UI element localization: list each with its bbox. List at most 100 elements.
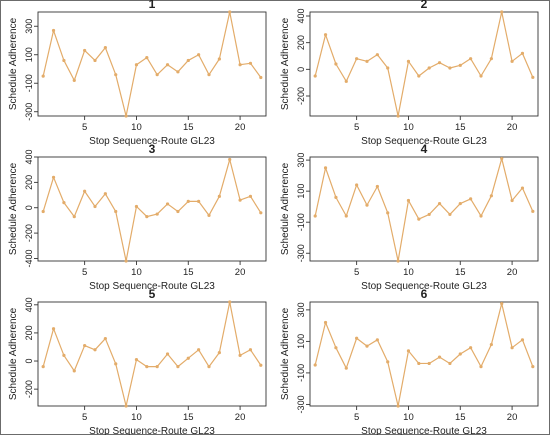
data-point [145,55,149,60]
plot-area [37,11,267,117]
y-tick-label: -200 [24,380,34,398]
y-tick-label: -200 [24,224,34,242]
panel-title: 3 [149,142,156,156]
x-axis-label: Stop Sequence-Route GL23 [89,281,215,292]
data-point [334,346,338,350]
y-tick-label: 300 [24,19,34,34]
data-point [165,202,170,206]
data-point [386,360,390,364]
series-line [42,11,262,117]
data-point [520,338,525,342]
x-tick-label: 20 [235,267,246,278]
data-point [114,73,118,77]
data-point [217,194,221,198]
data-point [489,194,493,198]
data-point [207,73,211,77]
data-point [437,61,442,65]
data-point [134,204,139,209]
data-point [62,353,66,358]
panel-2: 2 5 10 15 20 -200 0 200 400 Stop Sequence-Route G… [280,0,539,147]
data-point [259,363,263,367]
data-point [479,74,483,78]
panel-title: 2 [421,0,428,11]
data-point [375,184,379,189]
data-point [259,75,263,80]
series-line [314,302,534,407]
data-point [520,51,525,55]
data-point [103,46,107,50]
data-point [145,365,149,369]
data-point [458,201,462,206]
data-point [375,338,379,342]
x-tick-label: 20 [235,122,246,133]
data-point [479,365,483,369]
data-point [365,203,369,207]
y-axis-label: Schedule Adherence [280,307,291,400]
data-point [406,349,411,353]
data-point [334,195,338,199]
data-point [344,214,348,218]
data-point [500,156,504,161]
data-point [427,212,431,217]
data-point [134,358,139,362]
data-point [155,212,159,216]
series-line [42,158,262,262]
data-point [124,114,128,118]
panel-3: 3 5 10 15 20 -400 -200 0 200 400 Stop Sequence-Rou… [8,142,267,292]
x-tick-label: 5 [82,412,87,423]
data-point [207,365,211,369]
series-line [314,157,534,262]
y-tick-label: -100 [24,74,34,92]
data-point [238,198,242,202]
data-point [83,48,87,53]
x-tick-label: 20 [507,122,518,133]
data-point [386,211,390,215]
data-point [176,70,180,74]
data-point [217,57,221,61]
y-tick-label: 200 [24,175,34,190]
x-tick-label: 15 [455,122,466,133]
x-tick-label: 15 [183,267,194,278]
data-point [93,58,97,63]
data-point [72,215,76,219]
y-tick-label: -400 [24,249,34,267]
y-tick-label: 200 [24,325,34,340]
data-point [323,166,328,170]
data-point [207,213,211,217]
data-point [176,365,180,369]
x-tick-label: 5 [354,412,359,423]
panel-6: 6 5 10 15 20 -300 -100 100 300 Stop Sequence-Rout… [280,287,539,435]
data-point [145,215,149,219]
data-point [355,183,359,187]
data-point [510,59,514,63]
data-point [365,344,369,348]
y-tick-label: 100 [296,334,306,349]
y-tick-label: 100 [296,184,306,199]
y-tick-label: 400 [24,149,34,164]
data-point [83,189,87,193]
data-point [448,212,452,217]
data-point [197,199,201,203]
x-axis-label: Stop Sequence-Route GL23 [89,426,215,435]
x-tick-label: 15 [455,267,466,278]
y-axis-label: Schedule Adherence [8,162,19,255]
data-point [238,353,242,358]
data-point [197,53,201,57]
data-point [437,201,442,206]
data-point [114,362,118,366]
y-tick-label: -300 [24,103,34,121]
data-point [197,348,201,352]
data-point [313,214,317,218]
data-point [448,361,452,366]
data-point [217,350,221,355]
x-tick-label: 20 [507,412,518,423]
data-point [531,209,535,213]
x-tick-label: 10 [131,122,142,133]
data-point [72,78,76,82]
plot-area [37,156,267,262]
data-point [355,57,359,61]
data-point [124,259,128,263]
panel-title: 6 [421,287,428,301]
panel-title: 1 [149,0,156,11]
